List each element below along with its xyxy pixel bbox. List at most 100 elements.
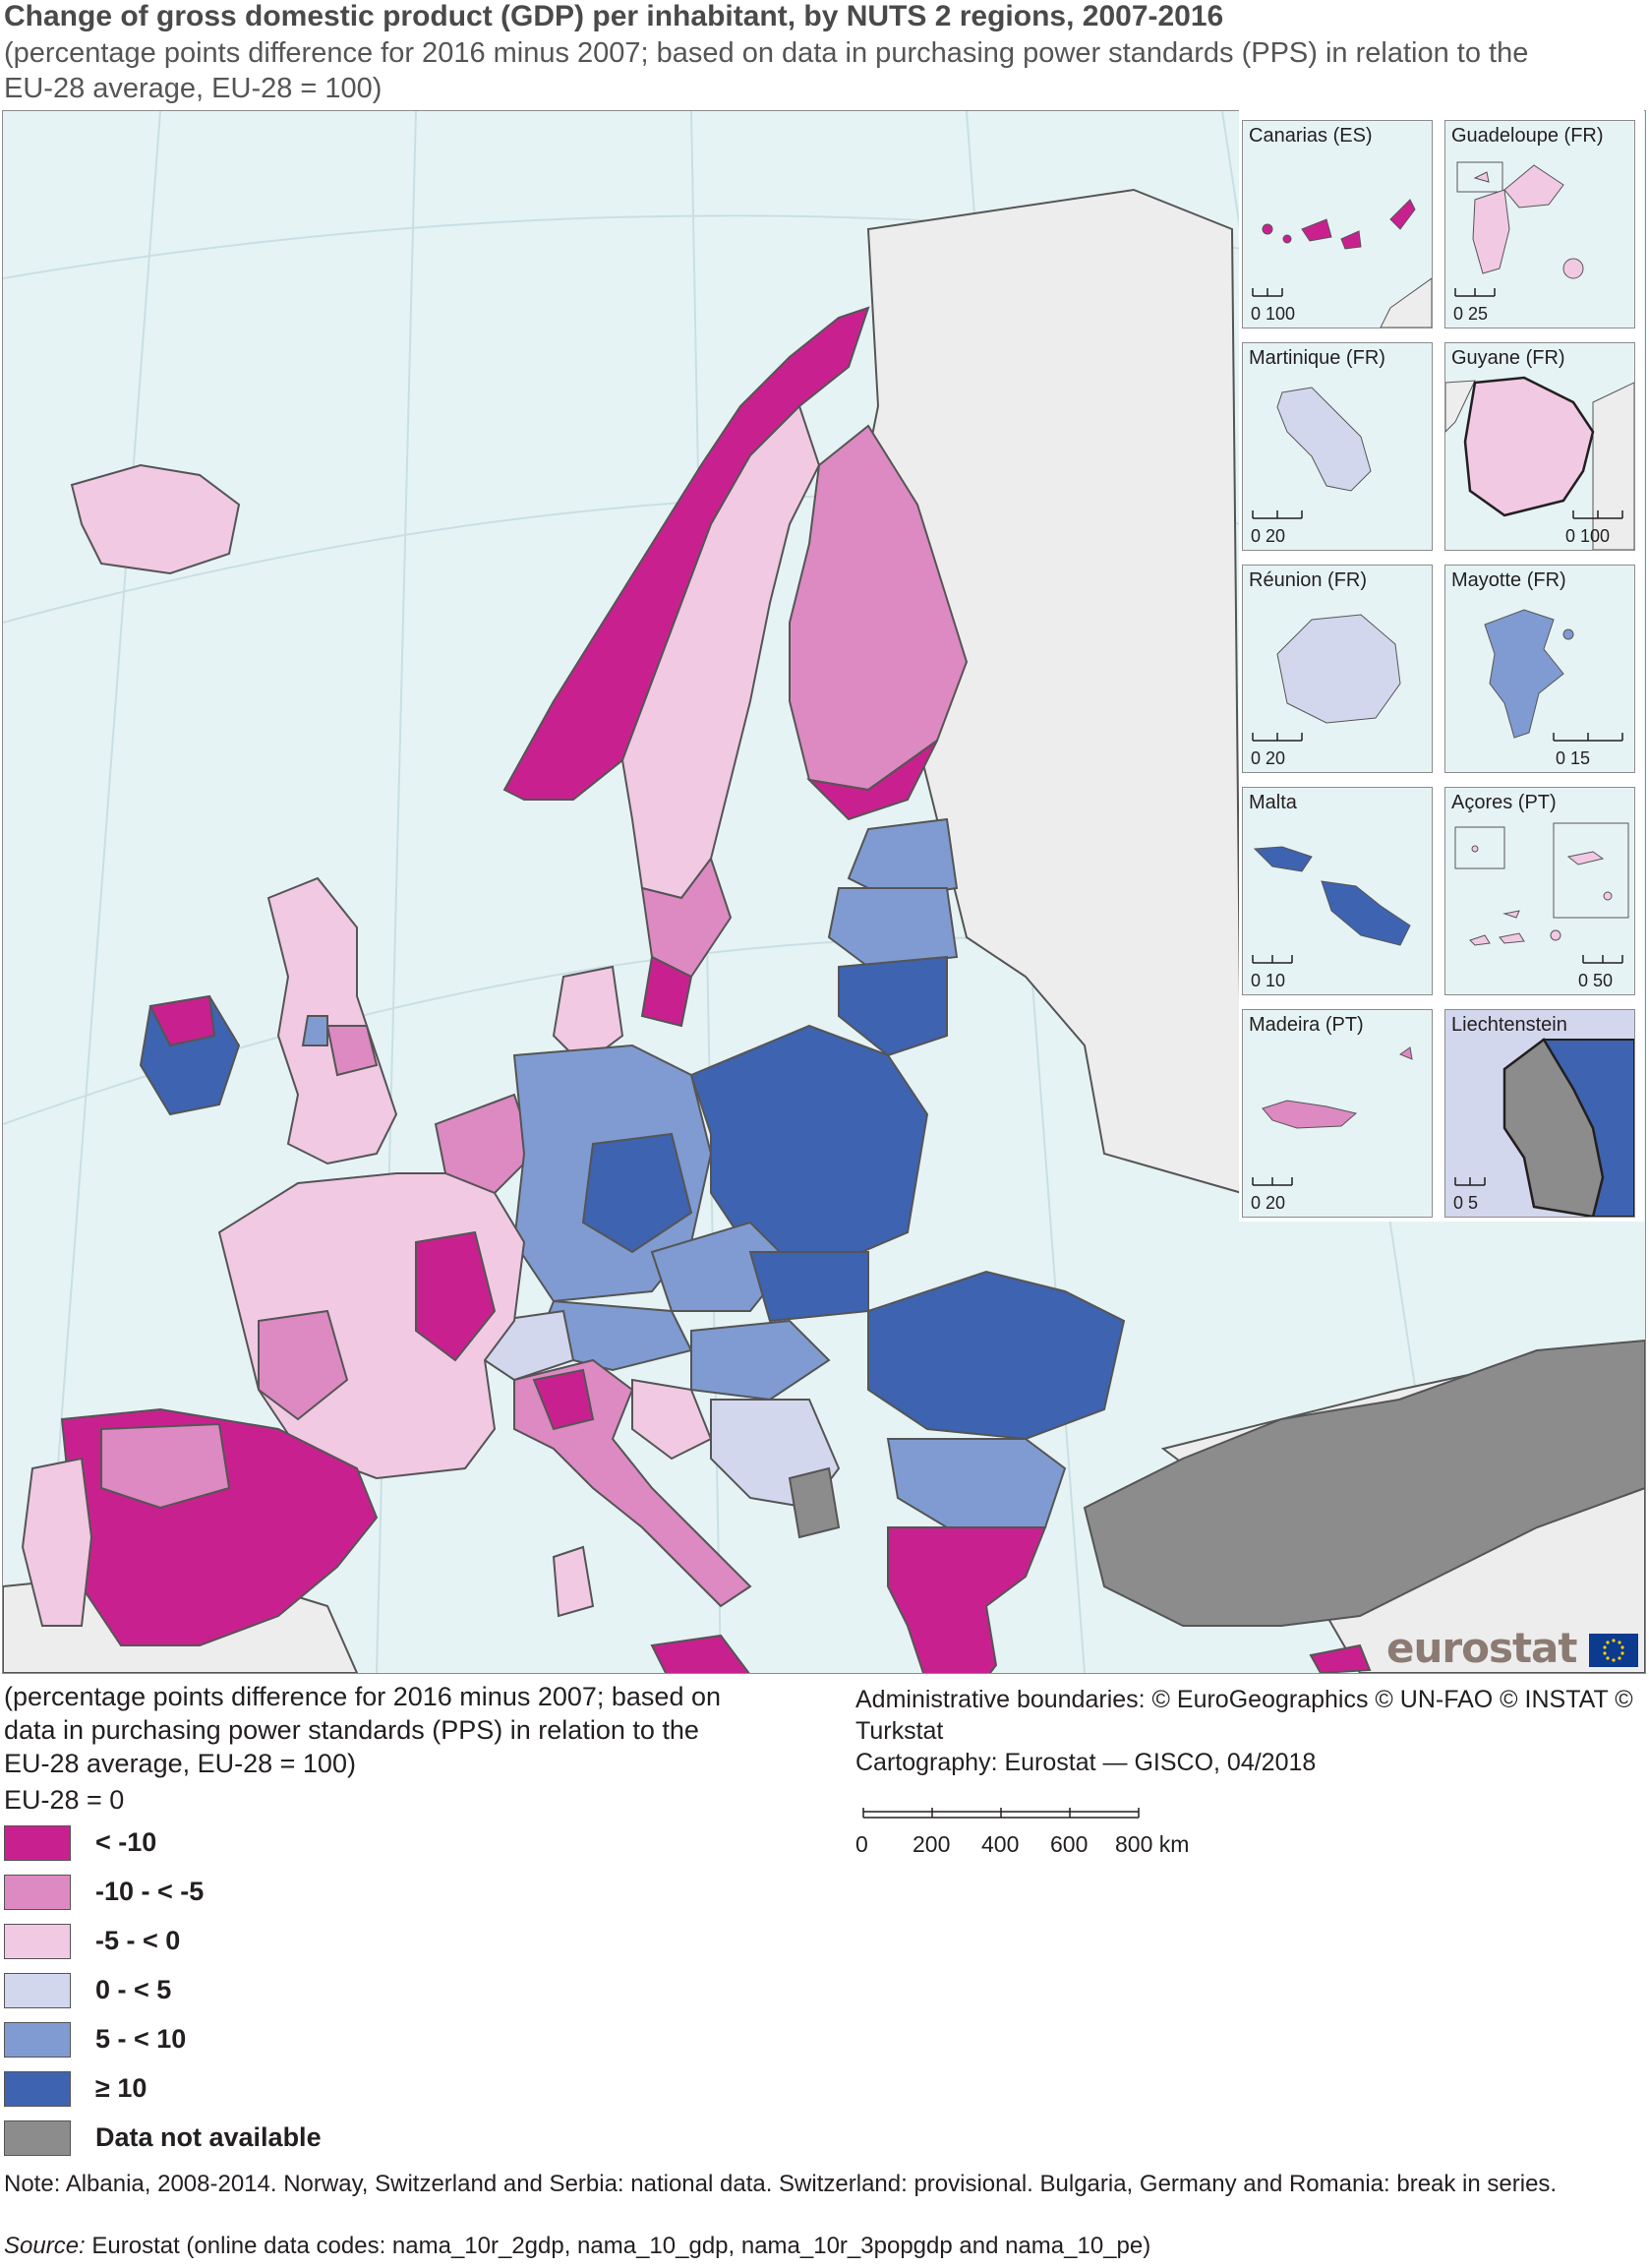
inset-martinique-shape bbox=[1252, 387, 1372, 519]
inset-label: Guyane (FR) bbox=[1451, 347, 1565, 369]
legend-label: 0 - < 5 bbox=[95, 1975, 172, 2004]
inset-reunion-shape bbox=[1252, 614, 1401, 742]
inset-acores: Açores (PT) 0 50 bbox=[1444, 787, 1635, 995]
inset-malta-shape bbox=[1252, 846, 1411, 964]
portugal-region bbox=[21, 1457, 93, 1627]
source-text: Eurostat (online data codes: nama_10r_2g… bbox=[85, 2233, 1151, 2259]
france-west-region bbox=[258, 1309, 349, 1421]
legend-swatch bbox=[4, 1875, 71, 1910]
greece-region bbox=[887, 1526, 1047, 1673]
source-label: Source: bbox=[4, 2233, 86, 2259]
sicily-region bbox=[650, 1634, 750, 1673]
scale-tick: 200 bbox=[913, 1831, 951, 1857]
inset-scale: 0 20 bbox=[1251, 1193, 1286, 1213]
legend-swatch bbox=[4, 1825, 71, 1861]
legend-label: 5 - < 10 bbox=[95, 2024, 187, 2054]
uk-region bbox=[266, 876, 398, 1165]
turkey-region bbox=[1083, 1339, 1645, 1627]
legend-label: < -10 bbox=[95, 1827, 157, 1857]
not-available-region bbox=[788, 1466, 841, 1539]
inset-scale: 0 25 bbox=[1453, 304, 1489, 324]
europe-map-svg bbox=[3, 111, 1645, 1673]
eurostat-logo-text: eurostat bbox=[1386, 1624, 1577, 1672]
scale-tick: 800 km bbox=[1115, 1831, 1190, 1857]
inset-scale: 0 5 bbox=[1453, 1193, 1479, 1213]
inset-label: Canarias (ES) bbox=[1249, 125, 1373, 147]
inset-acores-shape bbox=[1454, 822, 1629, 964]
croatia-region bbox=[631, 1378, 713, 1461]
uk-scotland-region bbox=[301, 1015, 328, 1046]
scale-tick: 600 bbox=[1050, 1831, 1089, 1857]
spain-north-region bbox=[100, 1422, 231, 1510]
inset-guyane: Guyane (FR) 0 100 bbox=[1444, 342, 1635, 551]
italy-north-region bbox=[532, 1368, 595, 1431]
legend-label: ≥ 10 bbox=[95, 2073, 147, 2103]
credits: Administrative boundaries: © EuroGeograp… bbox=[855, 1684, 1642, 1778]
inset-reunion: Réunion (FR) 0 20 bbox=[1242, 565, 1433, 773]
sweden-south-tip-region bbox=[640, 955, 693, 1028]
finland-south-region bbox=[806, 740, 938, 821]
inset-liechtenstein: Liechtenstein 0 5 bbox=[1444, 1009, 1635, 1218]
romania-region bbox=[867, 1270, 1126, 1441]
map-title: Change of gross domestic product (GDP) p… bbox=[4, 0, 1224, 32]
legend-description: (percentage points difference for 2016 m… bbox=[4, 1682, 721, 1778]
uk-north-region bbox=[325, 1025, 379, 1077]
legend-swatch bbox=[4, 1924, 71, 1959]
slovakia-region bbox=[748, 1251, 869, 1323]
eurostat-logo: eurostat bbox=[1386, 1628, 1638, 1669]
scale-tick: 0 bbox=[855, 1831, 868, 1857]
inset-label: Guadeloupe (FR) bbox=[1451, 125, 1604, 147]
inset-panel: Canarias (ES) 0 100 Guadeloupe (FR) 0 25 bbox=[1239, 110, 1644, 1222]
legend-swatch bbox=[4, 2071, 71, 2107]
poland-region bbox=[689, 1024, 929, 1264]
source: Source: Eurostat (online data codes: nam… bbox=[4, 2233, 1150, 2260]
iceland-region bbox=[70, 463, 241, 575]
inset-label: Martinique (FR) bbox=[1249, 347, 1385, 369]
benelux-region bbox=[434, 1093, 536, 1195]
inset-scale: 0 20 bbox=[1251, 526, 1286, 546]
inset-label: Réunion (FR) bbox=[1249, 569, 1368, 591]
inset-scale: 0 50 bbox=[1578, 971, 1614, 990]
inset-scale: 0 15 bbox=[1556, 748, 1591, 768]
map-subtitle: (percentage points difference for 2016 m… bbox=[4, 37, 1529, 104]
inset-mayotte-shape bbox=[1484, 609, 1623, 742]
scale-bar: 0 200 400 600 800 km bbox=[855, 1800, 1189, 1869]
inset-label: Açores (PT) bbox=[1451, 792, 1557, 813]
inset-canarias: Canarias (ES) 0 100 bbox=[1242, 120, 1433, 328]
legend-swatch bbox=[4, 2120, 71, 2156]
scale-tick: 400 bbox=[981, 1831, 1020, 1857]
inset-scale: 0 10 bbox=[1251, 971, 1286, 990]
bulgaria-region bbox=[886, 1438, 1067, 1528]
inset-label: Liechtenstein bbox=[1451, 1014, 1567, 1036]
cyprus-region bbox=[1309, 1643, 1372, 1673]
inset-martinique: Martinique (FR) 0 20 bbox=[1242, 342, 1433, 551]
note: Note: Albania, 2008-2014. Norway, Switze… bbox=[4, 2171, 1558, 2197]
inset-madeira-shape bbox=[1252, 1046, 1413, 1186]
inset-label: Malta bbox=[1249, 792, 1297, 813]
inset-liechtenstein-shape bbox=[1454, 1038, 1634, 1217]
legend-label: Data not available bbox=[95, 2122, 322, 2152]
estonia-region bbox=[847, 817, 959, 900]
eu-flag-icon bbox=[1589, 1634, 1638, 1667]
france-east-region bbox=[415, 1230, 497, 1362]
legend-swatch bbox=[4, 2022, 71, 2058]
inset-guyane-shape bbox=[1445, 376, 1634, 550]
scale-bar-line bbox=[862, 1808, 1140, 1819]
lithuania-region bbox=[838, 955, 948, 1057]
inset-label: Mayotte (FR) bbox=[1451, 569, 1566, 591]
inset-canarias-shape bbox=[1252, 199, 1432, 328]
inset-malta: Malta 0 10 bbox=[1242, 787, 1433, 995]
hungary-region bbox=[690, 1319, 831, 1402]
inset-scale: 0 100 bbox=[1251, 304, 1296, 324]
ireland-north-region bbox=[148, 994, 216, 1047]
inset-label: Madeira (PT) bbox=[1249, 1014, 1364, 1036]
legend-swatch bbox=[4, 1973, 71, 2008]
boundaries-credit: Administrative boundaries: © EuroGeograp… bbox=[855, 1686, 1633, 1745]
inset-guadeloupe: Guadeloupe (FR) 0 25 bbox=[1444, 120, 1635, 328]
legend-label: -5 - < 0 bbox=[95, 1926, 181, 1955]
cartography-credit: Cartography: Eurostat — GISCO, 04/2018 bbox=[855, 1749, 1317, 1776]
inset-madeira: Madeira (PT) 0 20 bbox=[1242, 1009, 1433, 1218]
inset-mayotte: Mayotte (FR) 0 15 bbox=[1444, 565, 1635, 773]
legend-label: -10 - < -5 bbox=[95, 1877, 205, 1906]
sardinia-region bbox=[552, 1545, 595, 1618]
